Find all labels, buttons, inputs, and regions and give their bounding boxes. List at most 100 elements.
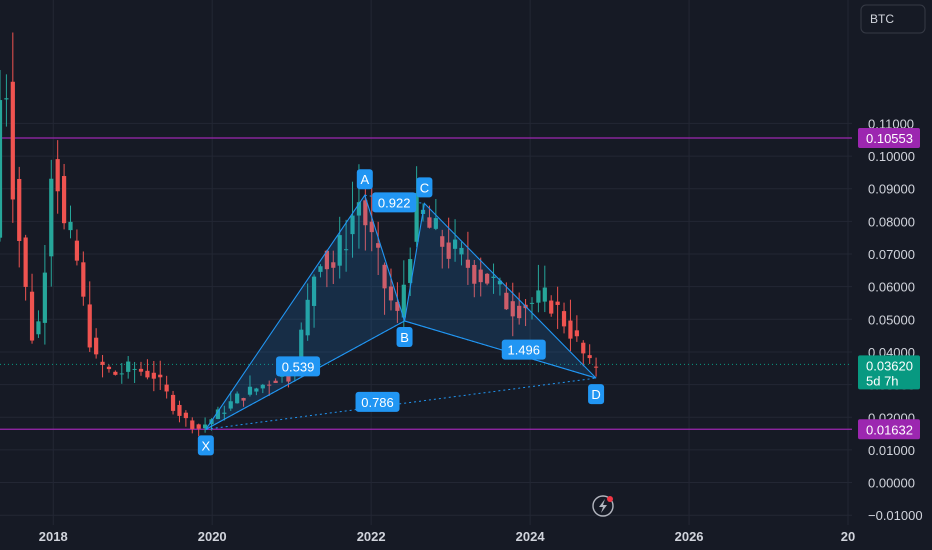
y-tick-label: 0.11000 [868, 116, 914, 131]
pattern-point-label: X [202, 438, 211, 453]
candle-body [459, 247, 464, 255]
candle-body [414, 192, 419, 242]
candle-body [0, 100, 3, 238]
candle-body [94, 337, 99, 355]
candle-body [241, 398, 246, 401]
x-tick-label: 2020 [198, 529, 227, 544]
candle-body [4, 98, 9, 100]
candle-body [427, 217, 432, 228]
candle-body [158, 374, 163, 378]
candle-body [145, 370, 150, 378]
candle-body [587, 355, 592, 359]
candle-body [87, 304, 92, 348]
candle-body [228, 401, 233, 409]
pattern-ratio-line [404, 320, 597, 379]
candle-body [485, 273, 490, 284]
y-tick-label: 0.10000 [868, 149, 915, 164]
y-tick-label: 0.07000 [868, 247, 915, 262]
candle-body [433, 218, 438, 229]
pattern-point-label: C [420, 180, 429, 195]
candle-body [395, 302, 400, 311]
x-tick-label: 2018 [39, 529, 68, 544]
candlesticks [0, 32, 599, 437]
countdown-label: 5d 7h [866, 373, 899, 388]
candle-body [119, 373, 124, 375]
pattern-point-marker [396, 326, 413, 347]
current-price-label: 0.03620 [866, 358, 913, 373]
candle-body [81, 262, 86, 297]
candle-body [356, 202, 362, 216]
candle-body [49, 178, 54, 257]
candle-body [536, 290, 541, 303]
candle-body [529, 302, 535, 304]
symbol-label: BTC [870, 12, 894, 26]
horizontal-levels [0, 137, 852, 430]
candle-body [517, 305, 522, 319]
y-tick-label: 0.06000 [868, 280, 915, 295]
level-price-label: 0.10553 [866, 131, 913, 146]
candle-body [311, 276, 317, 306]
symbol-badge[interactable]: BTC [860, 4, 926, 34]
ratio-badge [501, 339, 546, 360]
harmonic-pattern: X A B C D 0.922 0.539 1.496 0.786 [197, 169, 605, 456]
price-axis[interactable]: 0.11000 0.10000 0.09000 0.08000 0.07000 0.060… [858, 116, 923, 523]
candle-body [324, 250, 329, 270]
pattern-point-marker [197, 435, 214, 456]
pattern-point-marker [356, 169, 373, 190]
candle-body [23, 237, 28, 287]
candle-body [170, 394, 176, 411]
candle-body [344, 249, 349, 251]
candle-body [196, 424, 201, 429]
candle-body [376, 243, 381, 248]
candle-body [222, 412, 227, 414]
candle-body [574, 330, 579, 337]
candle-body [408, 259, 413, 283]
candle-body [593, 366, 599, 368]
ratio-label: 0.786 [361, 395, 394, 410]
candle-body [55, 159, 60, 192]
candle-body [478, 269, 483, 283]
candle-body [247, 386, 253, 395]
candle-body [106, 366, 112, 370]
candle-body [215, 409, 221, 419]
level-price-tag [858, 419, 920, 440]
candle-body [177, 404, 182, 416]
candle-body [42, 272, 47, 323]
candle-body [183, 412, 188, 419]
candle-body [100, 361, 105, 365]
time-axis[interactable]: 2018 2020 2022 2024 2026 20 [39, 529, 855, 544]
candle-body [299, 329, 304, 362]
candle-body [164, 384, 169, 392]
candle-body [388, 286, 394, 301]
candle-body [452, 239, 458, 249]
candle-body [350, 215, 355, 235]
candle-body [401, 284, 406, 318]
candle-body [68, 221, 73, 231]
candle-body [113, 371, 118, 375]
candle-body [491, 276, 496, 279]
ratio-label: 0.539 [282, 359, 315, 374]
candle-body [260, 384, 265, 389]
candle-body [138, 368, 144, 372]
candle-body [497, 280, 503, 285]
candle-body [126, 361, 131, 372]
candle-body [446, 242, 451, 259]
candle-body [382, 264, 387, 289]
pattern-point-marker [588, 384, 605, 405]
candle-body [337, 235, 342, 266]
candle-body [305, 299, 310, 336]
y-tick-label: 0.05000 [868, 312, 915, 327]
lightning-icon[interactable] [592, 495, 614, 517]
candle-body [132, 368, 137, 370]
candle-body [235, 393, 240, 404]
candle-body [561, 311, 567, 327]
level-price-label: 0.01632 [866, 422, 913, 437]
candle-body [369, 221, 374, 233]
candle-body [10, 81, 15, 200]
candle-body [74, 240, 80, 261]
candle-body [555, 301, 560, 305]
x-tick-label: 2024 [516, 529, 546, 544]
grid-lines [0, 0, 852, 525]
